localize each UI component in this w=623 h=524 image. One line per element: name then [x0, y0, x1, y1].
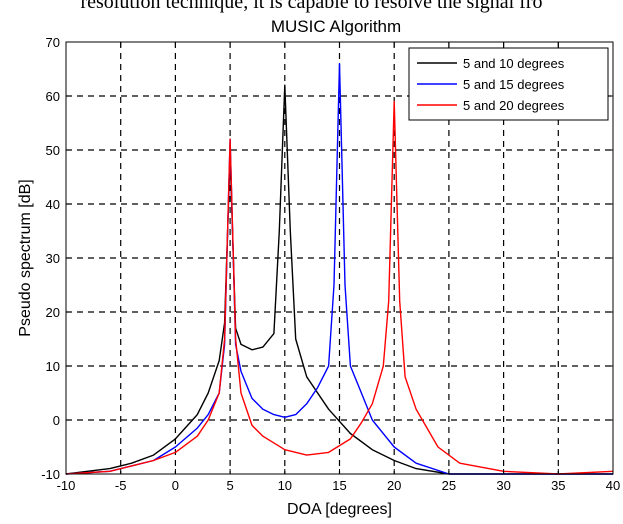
legend-label-1: 5 and 10 degrees	[463, 56, 565, 71]
x-tick-label: 0	[172, 478, 179, 493]
y-tick-label: 20	[46, 305, 60, 320]
x-tick-label: 10	[278, 478, 292, 493]
y-tick-label: -10	[41, 467, 60, 482]
y-tick-label: 40	[46, 197, 60, 212]
series-group	[65, 62, 614, 475]
x-tick-label: -10	[57, 478, 76, 493]
chart-title: MUSIC Algorithm	[271, 17, 401, 36]
legend-label-3: 5 and 20 degrees	[463, 98, 565, 113]
x-tick-label: 40	[606, 478, 620, 493]
x-tick-label: 15	[332, 478, 346, 493]
x-axis-label: DOA [degrees]	[287, 501, 392, 518]
x-tick-label: 25	[442, 478, 456, 493]
y-tick-label: 70	[46, 35, 60, 50]
y-tick-label: 50	[46, 143, 60, 158]
y-tick-labels: -10 0 10 20 30 40 50 60 70	[41, 35, 60, 482]
x-tick-label: 30	[496, 478, 510, 493]
y-axis-label: Pseudo spectrum [dB]	[17, 179, 34, 336]
x-tick-label: 35	[551, 478, 565, 493]
y-tick-label: 60	[46, 89, 60, 104]
x-tick-label: 5	[226, 478, 233, 493]
series-line-3	[65, 100, 614, 475]
y-tick-label: 10	[46, 359, 60, 374]
cropped-header-text: resolution technique, it is capable to r…	[80, 0, 543, 13]
y-tick-label: 0	[53, 413, 60, 428]
series-line-1	[65, 84, 613, 475]
x-tick-label: 20	[387, 478, 401, 493]
y-tick-label: 30	[46, 251, 60, 266]
x-tick-labels: -10 -5 0 5 10 15 20 25 30 35 40	[57, 478, 621, 493]
series-line-2	[65, 62, 613, 475]
legend: 5 and 10 degrees 5 and 15 degrees 5 and 20…	[408, 47, 609, 121]
legend-label-2: 5 and 15 degrees	[463, 77, 565, 92]
tick-marks	[65, 41, 614, 475]
x-tick-label: -5	[115, 478, 127, 493]
